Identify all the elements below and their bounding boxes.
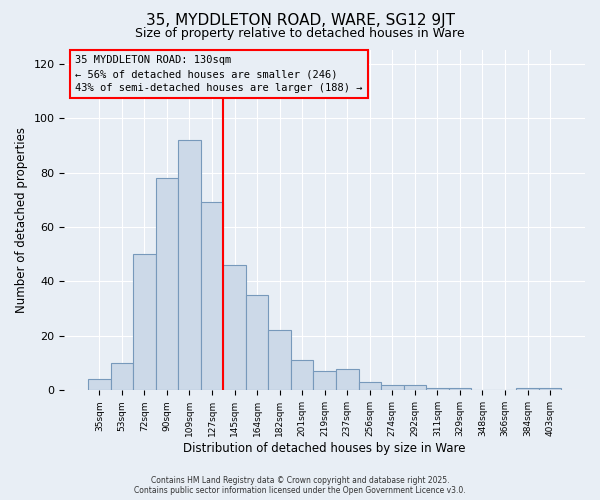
Bar: [88, 380, 110, 390]
Bar: [223, 265, 246, 390]
Bar: [246, 295, 268, 390]
Bar: [178, 140, 201, 390]
Y-axis label: Number of detached properties: Number of detached properties: [15, 127, 28, 313]
Bar: [359, 382, 381, 390]
Bar: [313, 372, 336, 390]
Bar: [404, 385, 426, 390]
Bar: [336, 368, 359, 390]
Bar: [268, 330, 291, 390]
Bar: [155, 178, 178, 390]
X-axis label: Distribution of detached houses by size in Ware: Distribution of detached houses by size …: [184, 442, 466, 455]
Text: Size of property relative to detached houses in Ware: Size of property relative to detached ho…: [135, 28, 465, 40]
Bar: [539, 388, 562, 390]
Bar: [291, 360, 313, 390]
Bar: [381, 385, 404, 390]
Text: Contains HM Land Registry data © Crown copyright and database right 2025.
Contai: Contains HM Land Registry data © Crown c…: [134, 476, 466, 495]
Bar: [426, 388, 449, 390]
Text: 35 MYDDLETON ROAD: 130sqm
← 56% of detached houses are smaller (246)
43% of semi: 35 MYDDLETON ROAD: 130sqm ← 56% of detac…: [75, 55, 362, 93]
Bar: [449, 388, 471, 390]
Text: 35, MYDDLETON ROAD, WARE, SG12 9JT: 35, MYDDLETON ROAD, WARE, SG12 9JT: [146, 12, 455, 28]
Bar: [516, 388, 539, 390]
Bar: [133, 254, 155, 390]
Bar: [201, 202, 223, 390]
Bar: [110, 363, 133, 390]
